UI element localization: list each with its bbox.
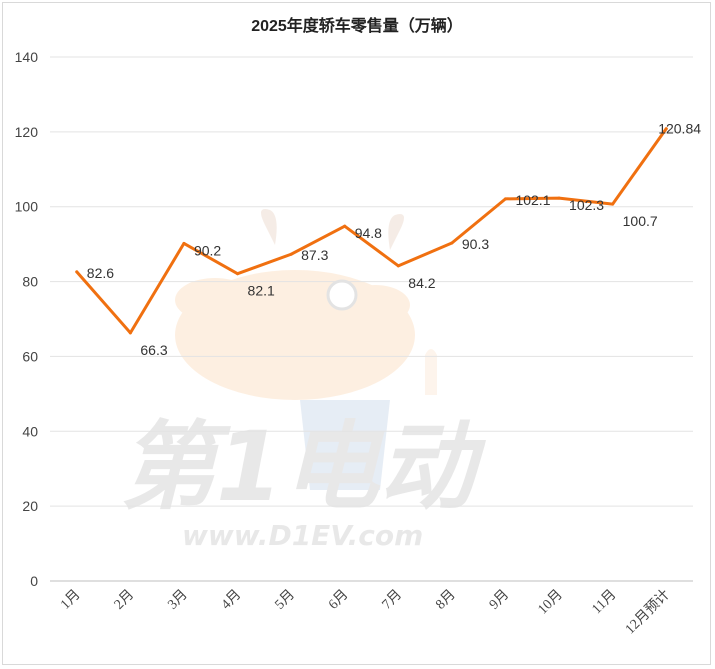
watermark-mascot-head — [175, 270, 415, 400]
data-label: 94.8 — [355, 225, 382, 241]
x-tick-label: 8月 — [433, 587, 459, 613]
data-point — [396, 264, 400, 268]
x-tick-label: 3月 — [165, 587, 191, 613]
x-tick-label: 7月 — [379, 587, 405, 613]
y-tick-label: 0 — [30, 573, 38, 589]
gridlines — [50, 56, 693, 582]
data-point — [289, 252, 293, 256]
watermark-mascot-antler — [261, 209, 277, 245]
data-label: 100.7 — [623, 213, 658, 229]
x-tick-label: 9月 — [486, 587, 512, 613]
data-point — [182, 241, 186, 245]
watermark-mascot-ear — [340, 285, 410, 325]
watermark-url-text: www.D1EV.com — [182, 519, 423, 552]
data-point — [450, 241, 454, 245]
series-layer — [75, 127, 668, 335]
data-point — [503, 197, 507, 201]
data-label: 90.2 — [194, 242, 221, 258]
x-tick-label: 4月 — [218, 587, 244, 613]
data-label: 102.3 — [569, 197, 604, 213]
data-point — [557, 196, 561, 200]
data-label: 66.3 — [140, 342, 167, 358]
data-label: 87.3 — [301, 247, 328, 263]
data-point — [75, 270, 79, 274]
data-point — [664, 127, 668, 131]
data-labels: 82.6 66.3 90.2 82.1 87.3 94.8 84.2 90.3 102.1 102… — [87, 121, 701, 358]
series-line — [75, 127, 668, 335]
x-tick-label: 11月 — [589, 587, 620, 618]
watermark-mascot-antler — [388, 214, 404, 250]
y-tick-label: 140 — [15, 49, 39, 65]
watermark-mascot-body — [300, 400, 390, 490]
x-tick-label: 1月 — [57, 587, 83, 613]
y-tick-label: 40 — [22, 423, 38, 439]
x-tick-label: 10月 — [535, 587, 566, 618]
x-tick-label: 12月预计 — [622, 587, 673, 638]
y-tick-label: 100 — [15, 199, 39, 215]
x-axis-ticks: 1月 2月 3月 4月 5月 6月 7月 8月 9月 10月 11月 12月预计 — [57, 587, 673, 638]
data-point — [343, 224, 347, 228]
x-tick-label: 5月 — [272, 587, 298, 613]
data-point — [611, 202, 615, 206]
y-tick-label: 20 — [22, 498, 38, 514]
data-label: 90.3 — [462, 236, 489, 252]
watermark-mascot-eye — [326, 279, 358, 311]
y-tick-label: 80 — [22, 274, 38, 290]
data-label: 84.2 — [408, 275, 435, 291]
y-axis-ticks: 0 20 40 60 80 100 120 140 — [15, 49, 39, 589]
data-label: 82.1 — [248, 283, 275, 299]
data-label: 120.84 — [658, 121, 701, 137]
y-tick-label: 120 — [15, 124, 39, 140]
x-tick-label: 6月 — [325, 587, 351, 613]
y-tick-label: 60 — [22, 348, 38, 364]
data-label: 102.1 — [515, 192, 550, 208]
chart-title: 2025年度轿车零售量（万辆） — [251, 16, 463, 35]
data-label: 82.6 — [87, 265, 114, 281]
watermark-brand-text: 第1电动 — [120, 411, 487, 523]
watermark: 第1电动 www.D1EV.com — [120, 209, 487, 552]
x-tick-label: 2月 — [111, 587, 137, 613]
watermark-mascot-ear — [175, 278, 255, 322]
watermark-mascot-thumb — [425, 349, 437, 395]
data-point — [128, 331, 132, 335]
data-point — [236, 272, 240, 276]
